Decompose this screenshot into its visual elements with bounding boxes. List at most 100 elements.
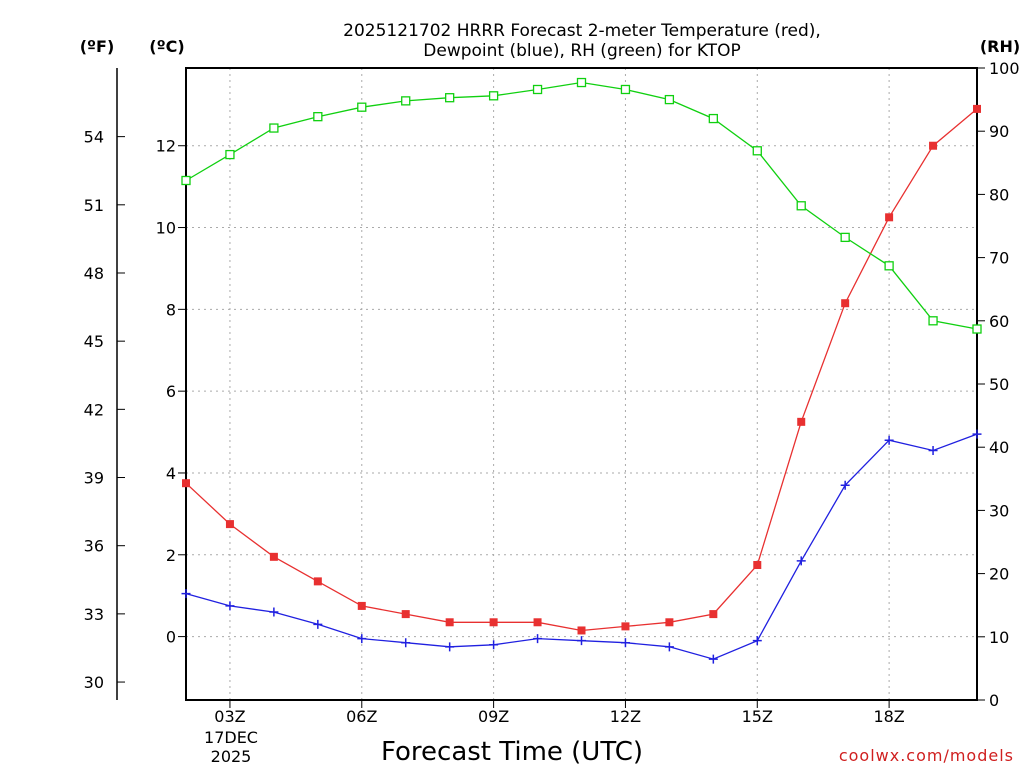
f-tick-label: 48 — [84, 264, 104, 283]
x-tick-label: 15Z — [742, 707, 773, 726]
c-tick-label: 10 — [156, 219, 176, 238]
dewpoint-marker — [620, 638, 630, 648]
f-tick-label: 45 — [84, 332, 104, 351]
dewpoint-marker — [445, 642, 455, 652]
f-tick-label: 33 — [84, 605, 104, 624]
tick-labels: 03Z 06Z 09Z 12Z 15Z 18Z 0 2 4 6 8 10 12 30 33 36 39 42 45 4… — [84, 59, 1020, 726]
rh-tick-label: 100 — [989, 59, 1020, 78]
data-series — [181, 77, 982, 664]
rh-line — [185, 81, 978, 330]
rh-axis-label: (RH) — [980, 37, 1020, 56]
dewpoint-marker — [884, 435, 894, 445]
rh-marker — [532, 84, 543, 95]
rh-marker — [928, 316, 938, 326]
temperature-marker — [401, 610, 410, 619]
temperature-series — [182, 104, 981, 635]
temperature-marker — [665, 618, 674, 627]
c-tick-label: 0 — [166, 628, 176, 647]
temperature-marker — [357, 601, 366, 610]
f-tick-label: 42 — [84, 400, 104, 419]
c-tick-label: 8 — [166, 300, 176, 319]
f-tick-label: 36 — [84, 537, 104, 556]
temperature-marker — [445, 618, 454, 627]
dewpoint-marker — [269, 607, 279, 617]
dewpoint-marker — [489, 640, 499, 650]
date-year-label: 2025 — [211, 747, 252, 766]
f-tick-label: 30 — [84, 673, 104, 692]
x-axis-title: Forecast Time (UTC) — [381, 737, 643, 767]
c-tick-label: 12 — [156, 137, 176, 156]
temperature-marker — [885, 213, 894, 222]
rh-marker — [445, 93, 455, 103]
dewpoint-marker — [708, 654, 718, 664]
rh-marker — [313, 112, 323, 122]
chart-title-line1: 2025121702 HRRR Forecast 2-meter Tempera… — [343, 21, 821, 41]
temperature-marker — [577, 626, 586, 635]
dewpoint-marker — [840, 480, 850, 490]
fahrenheit-axis-label: (ºF) — [80, 37, 115, 56]
rh-marker — [796, 201, 806, 211]
dewpoint-marker — [181, 589, 191, 599]
axes — [116, 67, 985, 708]
rh-tick-label: 20 — [989, 565, 1009, 584]
rh-marker — [708, 113, 718, 124]
temperature-marker — [489, 618, 498, 627]
dewpoint-marker — [401, 638, 411, 648]
c-tick-label: 2 — [166, 546, 176, 565]
temperature-marker — [973, 104, 981, 113]
rh-tick-label: 80 — [989, 185, 1009, 204]
temperature-marker — [533, 618, 542, 627]
rh-tick-label: 30 — [989, 501, 1009, 520]
x-tick-label: 12Z — [610, 707, 641, 726]
dewpoint-series — [181, 429, 982, 664]
rh-marker — [181, 175, 191, 186]
rh-tick-label: 40 — [989, 438, 1009, 457]
temperature-line — [185, 108, 978, 632]
dewpoint-marker — [533, 634, 543, 644]
f-tick-label: 51 — [84, 196, 104, 215]
date-day-label: 17DEC — [204, 728, 258, 747]
f-tick-label: 54 — [84, 128, 104, 147]
rh-marker — [401, 96, 411, 106]
temperature-marker — [313, 577, 322, 586]
rh-marker — [269, 123, 279, 133]
rh-marker — [576, 77, 587, 88]
dewpoint-marker — [577, 636, 586, 646]
x-tick-label: 18Z — [873, 707, 904, 726]
dewpoint-line — [185, 433, 978, 660]
plot-frame — [185, 67, 978, 701]
rh-tick-label: 50 — [989, 375, 1009, 394]
rh-marker — [752, 146, 762, 156]
temperature-marker — [797, 417, 806, 426]
dewpoint-marker — [357, 634, 367, 644]
c-tick-label: 6 — [166, 382, 176, 401]
temperature-marker — [269, 552, 278, 561]
dewpoint-marker — [752, 636, 762, 646]
temperature-marker — [621, 622, 630, 631]
temperature-marker — [709, 610, 718, 619]
rh-marker — [840, 232, 850, 243]
temperature-marker — [929, 141, 938, 150]
rh-series — [181, 77, 982, 334]
rh-marker — [488, 91, 499, 101]
grid-lines — [186, 68, 977, 700]
x-tick-label: 03Z — [214, 707, 245, 726]
temperature-marker — [225, 520, 234, 529]
dewpoint-marker — [225, 601, 235, 611]
credit-text: coolwx.com/models — [839, 746, 1014, 765]
dewpoint-marker — [796, 556, 806, 566]
c-tick-label: 4 — [166, 464, 176, 483]
temperature-marker — [841, 299, 850, 308]
rh-tick-label: 90 — [989, 122, 1009, 141]
rh-marker — [884, 261, 894, 271]
celsius-axis-label: (ºC) — [149, 37, 184, 56]
rh-marker — [664, 94, 675, 105]
temperature-marker — [753, 561, 762, 570]
rh-tick-label: 60 — [989, 312, 1009, 331]
x-tick-label: 06Z — [346, 707, 377, 726]
x-tick-label: 09Z — [478, 707, 509, 726]
dewpoint-marker — [313, 619, 323, 629]
rh-marker — [620, 84, 631, 95]
dewpoint-marker — [664, 642, 674, 652]
